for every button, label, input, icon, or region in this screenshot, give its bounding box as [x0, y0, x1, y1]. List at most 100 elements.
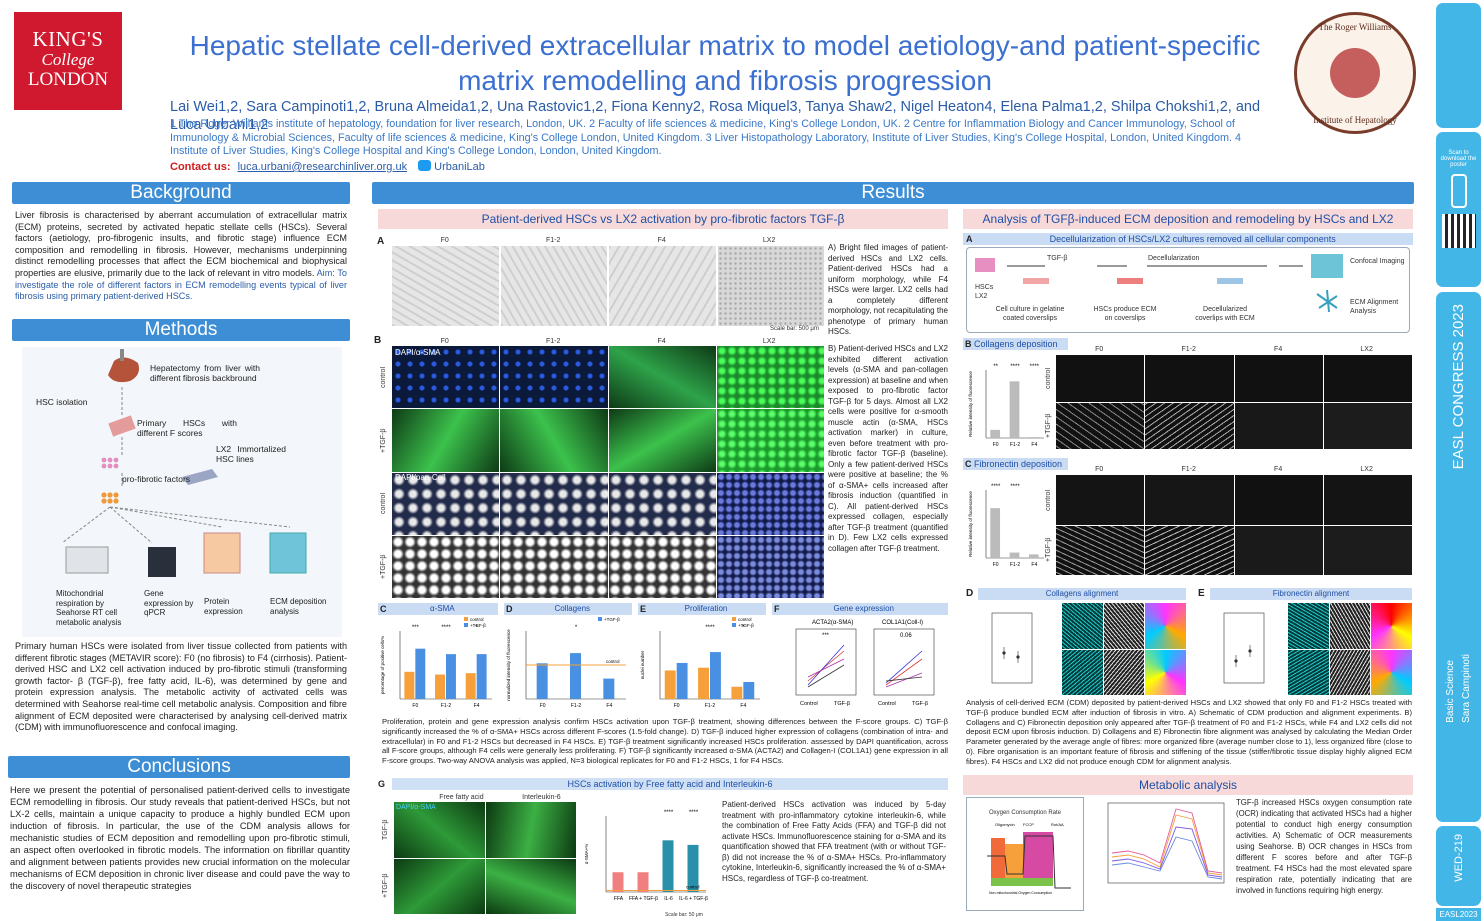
svg-text:TGF-β: TGF-β: [834, 701, 850, 707]
tick-label: F0: [674, 703, 680, 709]
contact-email-link[interactable]: luca.urbani@researchinliver.org.uk: [237, 161, 408, 173]
significance-label: ****: [1010, 364, 1020, 370]
methods-step-hepatectomy: Hepatectomy from liver with different fi…: [150, 363, 260, 383]
caption-panel-b: B) Patient-derived HSCs and LX2 exhibite…: [828, 344, 948, 553]
svg-text:Control: Control: [800, 701, 818, 707]
sidebar-congress: EASL CONGRESS 2023 Basic Science Sara Ca…: [1436, 292, 1481, 822]
significance-label: ****: [441, 625, 451, 631]
tick-label: F0: [540, 703, 546, 709]
chart-collagen-deposition: Relative intensity of fluorescence F0 ** F1…: [968, 364, 1044, 448]
svg-text:0.06: 0.06: [900, 633, 912, 639]
significance-label: *: [475, 625, 478, 631]
poster-title: Hepatic stellate cell-derived extracellu…: [189, 30, 1261, 96]
svg-text:TGF-β: TGF-β: [912, 701, 928, 707]
contact: Contact us: luca.urbani@researchinliver.…: [170, 160, 485, 174]
panel-b-columns: F0 F1-2 F4 LX2: [440, 338, 776, 345]
reference-label: control: [686, 884, 700, 889]
svg-text:COL1A1(Coll-I): COL1A1(Coll-I): [882, 620, 923, 626]
panel-a-columns: F0 F1-2 F4 LX2: [440, 237, 776, 244]
methods-step-profibrotic: pro-fibrotic factors: [122, 474, 191, 484]
bar: [637, 872, 649, 892]
caption-ecm: Analysis of cell-derived ECM (CDM) depos…: [966, 698, 1412, 766]
sidebar-code: WED-219: [1436, 826, 1481, 906]
tick-label: F0: [993, 562, 999, 568]
y-axis-label: percentage of positive cells%: [380, 636, 385, 694]
legend-label: control: [470, 617, 484, 622]
caption-metabolic: TGF-β increased HSCs oxygen consumption …: [1236, 798, 1412, 895]
panel-g-title: HSCs activation by Free fatty acid and I…: [567, 779, 773, 789]
bar: [446, 654, 456, 699]
y-axis-label: Relative intensity of fluorescence: [968, 371, 973, 437]
aim-text: Aim: To investigate the role of differen…: [15, 267, 347, 302]
significance-label: *: [742, 625, 745, 631]
results-left-title: Patient-derived HSCs vs LX2 activation b…: [378, 209, 948, 229]
methods-step-isolation: HSC isolation: [36, 397, 88, 407]
tick-label: F4: [474, 703, 480, 709]
ocr-chart: [1090, 797, 1228, 911]
significance-label: ****: [991, 484, 1001, 490]
qr-code-icon[interactable]: [1441, 214, 1476, 248]
fibronectin-micrographs: [1056, 475, 1412, 575]
legend-label: +TGF-β: [738, 623, 754, 628]
twitter-icon: [418, 160, 432, 171]
tick-label: F1-2: [441, 703, 452, 709]
bar: [612, 872, 624, 892]
tick-label: FFA: [614, 896, 624, 902]
svg-text:***: ***: [822, 633, 830, 639]
bar: [404, 671, 415, 699]
sidebar-scan: Scan to download the poster: [1436, 132, 1481, 287]
twitter-handle[interactable]: UrbaniLab: [434, 161, 485, 173]
chart-fibronectin-deposition: Relative intensity of fluorescence F0 ****…: [968, 484, 1044, 568]
significance-label: **: [993, 364, 998, 370]
bar: [731, 686, 743, 699]
methods-step-seahorse: Mitochondrial respiration by Seahorse RT…: [56, 589, 122, 627]
bar: [1028, 554, 1039, 558]
chart-proliferation: nuclei number F0 F1-2 **** F4 * control+TGF-β: [640, 617, 760, 709]
significance-label: *: [575, 625, 578, 631]
sidebar-footer: EASL2023: [1436, 908, 1481, 921]
bar: [435, 674, 445, 699]
legend-label: +TGF-β: [604, 617, 620, 622]
tick-label: F1-2: [1010, 562, 1021, 568]
chart-panel-g: α-SMA+% FFA FFA + TGF-β IL-6 **** IL-6 + TGF-…: [584, 810, 708, 902]
bar: [570, 653, 581, 699]
caption-panels-cf: Proliferation, protein and gene expressi…: [382, 717, 948, 766]
tick-label: F1-2: [571, 703, 582, 709]
legend-swatch: [732, 623, 736, 627]
stain-label-asma: DAPI/α-SMA: [395, 348, 441, 357]
collagen-micrographs: [1056, 355, 1412, 449]
chart-asma: percentage of positive cells%F0***F1-2**…: [380, 617, 492, 709]
svg-text:ACTA2(α-SMA): ACTA2(α-SMA): [812, 620, 853, 626]
panel-c-right-title: Fibronectin deposition: [974, 459, 1063, 469]
bar: [603, 678, 615, 699]
bar: [664, 670, 676, 699]
cdm-schematic: [966, 247, 1410, 333]
foundation-seal-logo: The Roger Williams Institute of Hepatolo…: [1294, 12, 1416, 134]
legend-label: +TGF-β: [470, 623, 486, 628]
tick-label: F1-2: [705, 703, 716, 709]
panel-b-rows: control +TGF-β control +TGF-β: [380, 367, 387, 579]
methods-step-ecm: ECM deposition analysis: [270, 597, 327, 616]
fibronectin-alignment-panel: [1210, 603, 1412, 695]
y-axis-label: α-SMA+%: [584, 844, 589, 864]
methods-step-primary: Primary HSCs with different F scores: [137, 418, 237, 438]
bar: [1009, 552, 1020, 558]
methods-text: Primary human HSCs were isolated from li…: [15, 641, 347, 733]
y-axis-label: nuclei number: [640, 650, 645, 679]
bar: [662, 840, 674, 892]
stain-label-pancoll: DAPI/pan-Coll: [395, 473, 446, 482]
legend-swatch: [464, 617, 468, 621]
legend-swatch: [732, 617, 736, 621]
caption-panel-a: A) Bright filed images of patient-derive…: [828, 243, 948, 336]
y-axis-label: Relative intensity of fluorescence: [968, 491, 973, 557]
kings-college-logo: KING'S College LONDON: [14, 12, 122, 110]
panel-d-title: Collagens alignment: [978, 588, 1186, 600]
tick-label: F4: [740, 703, 746, 709]
methods-step-qpcr: Gene expression by qPCR: [144, 589, 194, 617]
legend-swatch: [598, 617, 602, 621]
conclusions-heading: Conclusions: [8, 756, 350, 778]
significance-label: ****: [664, 810, 674, 816]
svg-text:Oligomycin: Oligomycin: [995, 822, 1015, 827]
panel-e-title: Fibronectin alignment: [1210, 588, 1412, 600]
conclusions-text: Here we present the potential of persona…: [10, 785, 350, 891]
